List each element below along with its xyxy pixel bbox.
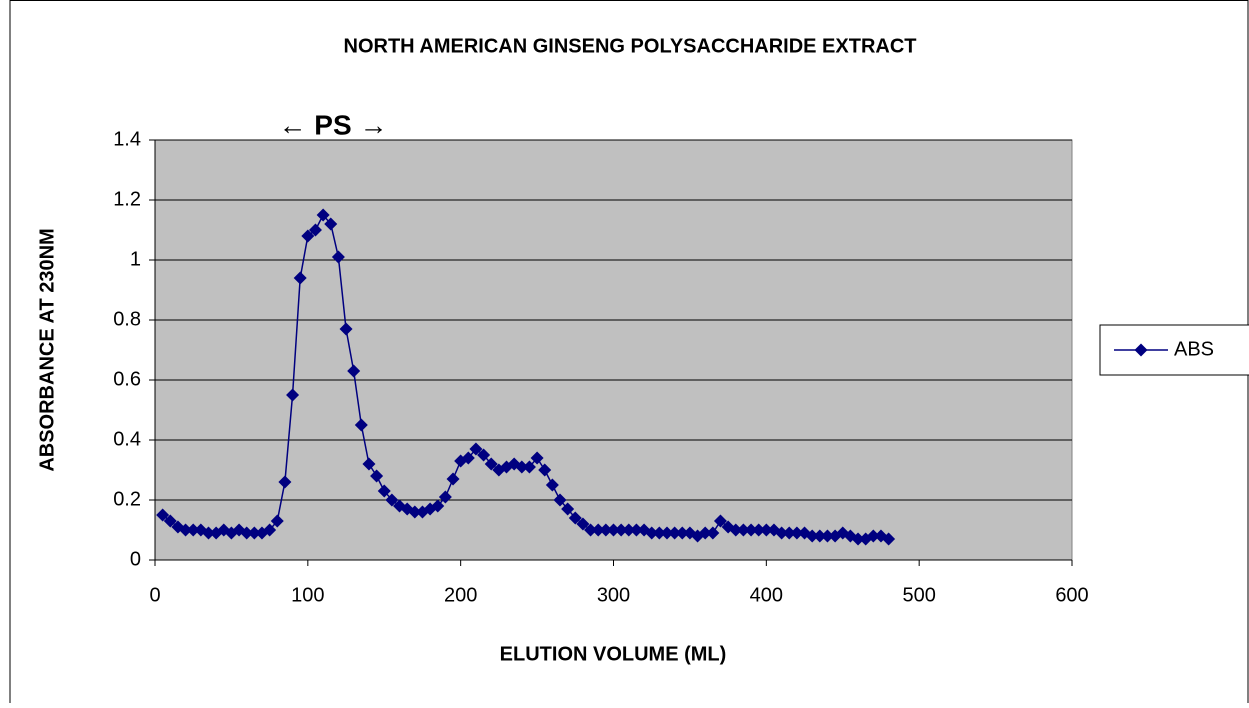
data-point xyxy=(370,469,384,483)
y-tick-label: 0 xyxy=(130,548,141,570)
data-point xyxy=(568,511,582,525)
data-point xyxy=(316,208,330,222)
data-point xyxy=(629,523,643,537)
x-tick-label: 200 xyxy=(444,584,477,606)
annotation: ← PS → xyxy=(279,109,388,140)
x-axis-label: ELUTION VOLUME (ML) xyxy=(500,643,727,665)
x-tick-label: 500 xyxy=(902,584,935,606)
data-point xyxy=(431,499,445,513)
x-tick-label: 300 xyxy=(597,584,630,606)
data-point xyxy=(736,523,750,537)
data-point xyxy=(156,508,170,522)
data-point xyxy=(293,271,307,285)
data-point xyxy=(591,523,605,537)
data-point xyxy=(882,532,896,546)
data-point xyxy=(752,523,766,537)
data-point xyxy=(698,526,712,540)
data-point xyxy=(622,523,636,537)
data-point xyxy=(385,493,399,507)
data-point xyxy=(301,229,315,243)
data-point xyxy=(645,526,659,540)
data-point xyxy=(469,442,483,456)
data-point xyxy=(240,526,254,540)
y-tick-label: 0.2 xyxy=(113,488,141,510)
data-point xyxy=(278,475,292,489)
data-point xyxy=(553,493,567,507)
data-point xyxy=(446,472,460,486)
data-point xyxy=(263,523,277,537)
data-point xyxy=(744,523,758,537)
x-tick-label: 0 xyxy=(149,584,160,606)
y-tick-label: 0.6 xyxy=(113,368,141,390)
data-point xyxy=(584,523,598,537)
data-point xyxy=(438,490,452,504)
data-point xyxy=(339,322,353,336)
data-point xyxy=(354,418,368,432)
data-point xyxy=(530,451,544,465)
data-point xyxy=(668,526,682,540)
data-point xyxy=(652,526,666,540)
data-point xyxy=(270,514,284,528)
data-point xyxy=(286,388,300,402)
data-point xyxy=(706,526,720,540)
x-tick-label: 600 xyxy=(1055,584,1088,606)
data-point xyxy=(324,217,338,231)
data-point xyxy=(805,529,819,543)
data-point xyxy=(866,529,880,543)
x-tick-label: 400 xyxy=(750,584,783,606)
legend-label: ABS xyxy=(1174,338,1214,360)
data-point xyxy=(408,505,422,519)
data-point xyxy=(362,457,376,471)
x-tick-label: 100 xyxy=(291,584,324,606)
data-point xyxy=(538,463,552,477)
data-point xyxy=(599,523,613,537)
data-point xyxy=(775,526,789,540)
data-point xyxy=(179,523,193,537)
data-point xyxy=(347,364,361,378)
y-tick-label: 1.4 xyxy=(113,128,141,150)
data-point xyxy=(576,517,590,531)
data-point xyxy=(713,514,727,528)
data-point xyxy=(813,529,827,543)
data-point xyxy=(186,523,200,537)
data-point xyxy=(729,523,743,537)
chart-title: NORTH AMERICAN GINSENG POLYSACCHARIDE EX… xyxy=(344,35,917,57)
data-point xyxy=(660,526,674,540)
data-point xyxy=(782,526,796,540)
data-point xyxy=(461,451,475,465)
legend-marker xyxy=(1134,343,1148,357)
data-point xyxy=(308,223,322,237)
data-point xyxy=(247,526,261,540)
data-point xyxy=(484,457,498,471)
y-tick-label: 0.4 xyxy=(113,428,141,450)
y-tick-label: 0.8 xyxy=(113,308,141,330)
data-point xyxy=(561,502,575,516)
data-point xyxy=(790,526,804,540)
y-tick-label: 1.2 xyxy=(113,188,141,210)
data-point xyxy=(331,250,345,264)
data-point xyxy=(820,529,834,543)
data-point xyxy=(851,532,865,546)
data-point xyxy=(545,478,559,492)
data-point xyxy=(614,523,628,537)
data-point xyxy=(515,460,529,474)
data-point xyxy=(675,526,689,540)
data-point xyxy=(522,460,536,474)
data-point xyxy=(377,484,391,498)
data-point xyxy=(201,526,215,540)
y-axis-label: ABSORBANCE AT 230NM xyxy=(36,228,58,471)
data-point xyxy=(477,448,491,462)
data-point xyxy=(163,514,177,528)
y-tick-label: 1 xyxy=(130,248,141,270)
plot-area xyxy=(154,139,1073,561)
data-point xyxy=(607,523,620,537)
data-point xyxy=(759,523,773,537)
